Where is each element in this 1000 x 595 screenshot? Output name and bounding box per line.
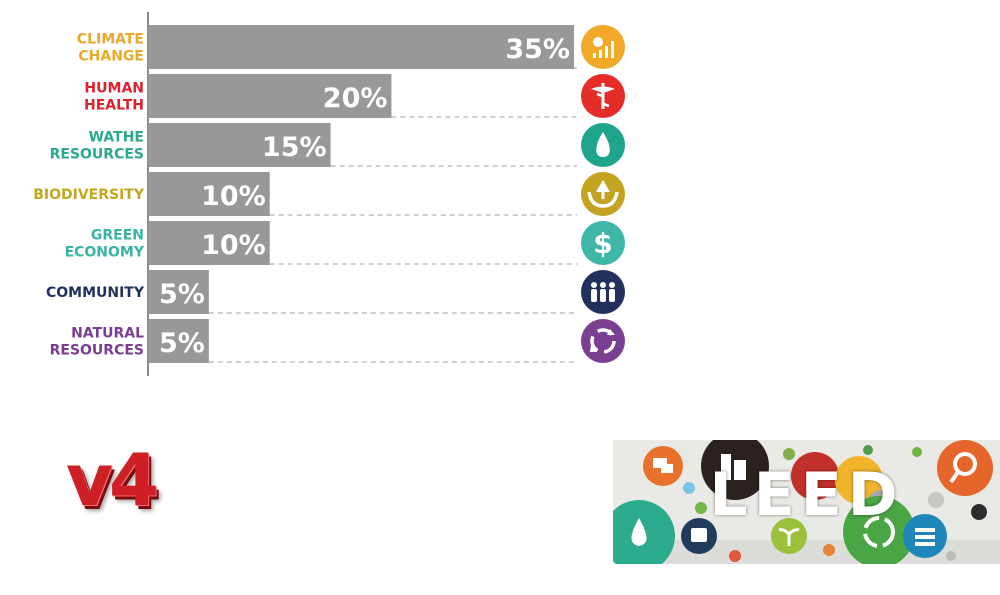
category-label: BIODIVERSITY <box>33 187 145 203</box>
category-label: COMMUNITY <box>46 285 145 301</box>
bar-value-label: 10% <box>201 181 266 212</box>
category-label: RESOURCES <box>50 343 144 359</box>
category-label: GREEN <box>91 228 144 244</box>
bar-value-label: 5% <box>159 279 205 310</box>
category-label: ECONOMY <box>65 245 145 261</box>
bar <box>148 221 270 265</box>
sun-chart-icon <box>581 25 625 69</box>
bar-value-label: 10% <box>201 230 266 261</box>
dollar-icon <box>581 221 625 265</box>
sun-icon <box>835 456 883 504</box>
category-label: HEALTH <box>84 98 144 114</box>
leed-banner: LEED <box>613 440 1000 564</box>
svg-text:$: $ <box>593 227 612 260</box>
bar <box>148 123 331 167</box>
bar <box>148 25 574 69</box>
bar <box>148 319 209 363</box>
category-label: HUMAN <box>84 81 144 97</box>
bar-value-label: 5% <box>159 328 205 359</box>
v4-logo: v4 <box>66 438 159 522</box>
leed-wordmark: LEED <box>709 460 904 530</box>
bar <box>148 172 270 216</box>
bar-value-label: 15% <box>262 132 327 163</box>
category-label: CLIMATE <box>77 32 144 48</box>
category-label: NATURAL <box>71 326 144 342</box>
bar <box>148 74 392 118</box>
bar-value-label: 20% <box>323 83 388 114</box>
category-label: CHANGE <box>78 49 144 65</box>
bar-value-label: 35% <box>505 34 570 65</box>
recycle-icon <box>843 496 915 564</box>
impact-category-chart: 35%CLIMATECHANGE20%HUMANHEALTH15%WATHERE… <box>33 12 625 376</box>
category-label: WATHE <box>89 130 144 146</box>
bar <box>148 270 209 314</box>
category-label: RESOURCES <box>50 147 144 163</box>
recycle-icon <box>581 319 625 363</box>
